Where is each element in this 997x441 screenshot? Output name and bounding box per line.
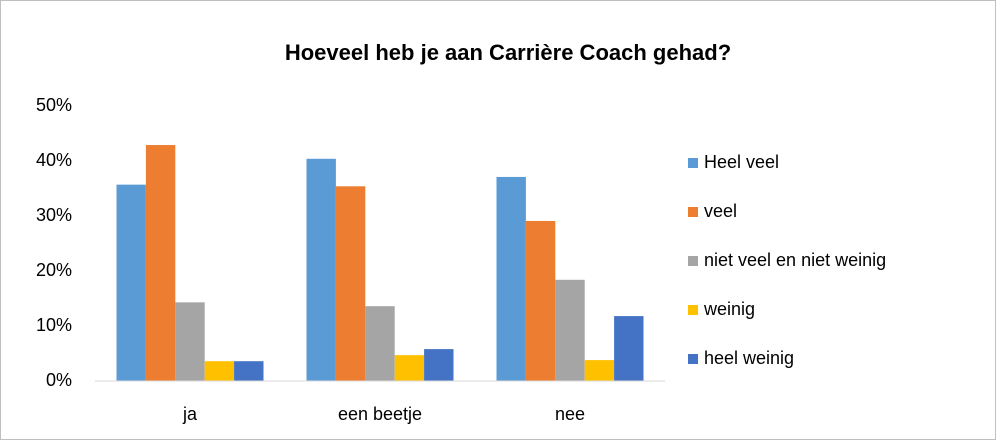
bar <box>145 145 176 381</box>
bar <box>525 220 556 381</box>
bar <box>555 279 585 381</box>
bar <box>584 360 615 381</box>
y-tick-label: 40% <box>36 150 72 170</box>
y-tick-label: 50% <box>36 95 72 115</box>
chart-title: Hoeveel heb je aan Carrière Coach gehad? <box>285 40 731 65</box>
bar <box>394 355 425 381</box>
bar <box>306 158 336 381</box>
legend-swatch <box>688 305 698 315</box>
legend-label: niet veel en niet weinig <box>704 250 886 270</box>
bar <box>614 316 644 381</box>
legend-swatch <box>688 207 698 217</box>
bar <box>204 361 235 381</box>
y-tick-label: 20% <box>36 260 72 280</box>
legend-label: heel weinig <box>704 348 794 368</box>
x-tick-label: nee <box>555 404 585 424</box>
legend-label: veel <box>704 201 737 221</box>
y-tick-label: 30% <box>36 205 72 225</box>
bar <box>116 184 146 381</box>
bar <box>335 186 366 381</box>
y-tick-label: 0% <box>46 370 72 390</box>
legend-label: Heel veel <box>704 152 779 172</box>
bar <box>496 176 526 381</box>
legend-swatch <box>688 256 698 266</box>
y-tick-label: 10% <box>36 315 72 335</box>
legend-swatch <box>688 158 698 168</box>
legend-label: weinig <box>703 299 755 319</box>
bar <box>175 302 205 381</box>
bar <box>424 349 454 381</box>
x-tick-label: een beetje <box>338 404 422 424</box>
bar <box>365 306 395 381</box>
legend-swatch <box>688 354 698 364</box>
x-tick-label: ja <box>182 404 198 424</box>
bar <box>234 361 264 381</box>
